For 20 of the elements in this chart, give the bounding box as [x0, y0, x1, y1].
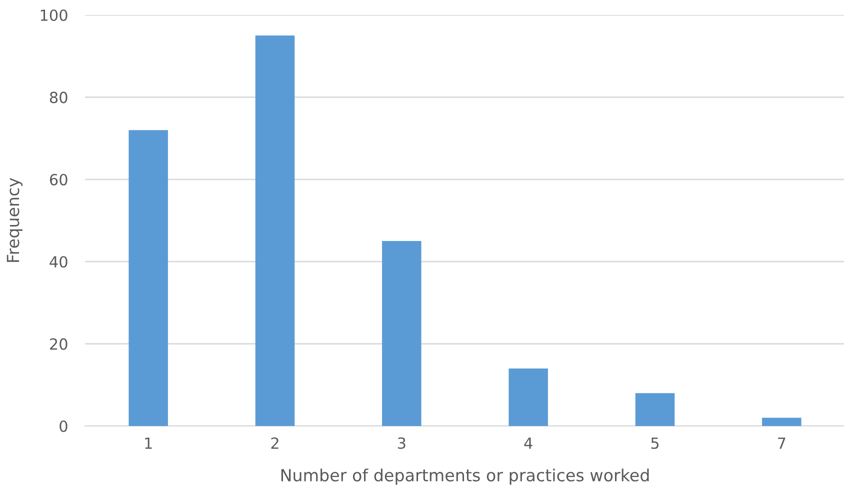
y-tick-label: 60	[50, 174, 68, 186]
bar	[508, 368, 548, 426]
x-tick-label: 7	[778, 438, 786, 449]
x-tick-label: 2	[271, 437, 278, 449]
y-tick-label: 40	[50, 256, 68, 268]
bar	[635, 393, 675, 426]
bar	[762, 418, 802, 426]
x-tick-label: 5	[651, 438, 659, 449]
bar	[382, 241, 422, 426]
y-tick-label: 80	[50, 92, 68, 104]
y-tick-label: 0	[60, 420, 68, 432]
bar	[255, 36, 295, 426]
y-axis-title: Frequency	[6, 178, 23, 262]
y-tick-label: 20	[50, 338, 68, 350]
y-tick-label: 100	[40, 9, 68, 22]
x-tick-label: 1	[145, 438, 152, 449]
x-tick-label: 4	[524, 438, 532, 449]
bar	[128, 130, 168, 426]
x-axis-title: Number of departments or practices worked	[281, 468, 649, 485]
x-tick-label: 3	[398, 437, 406, 449]
